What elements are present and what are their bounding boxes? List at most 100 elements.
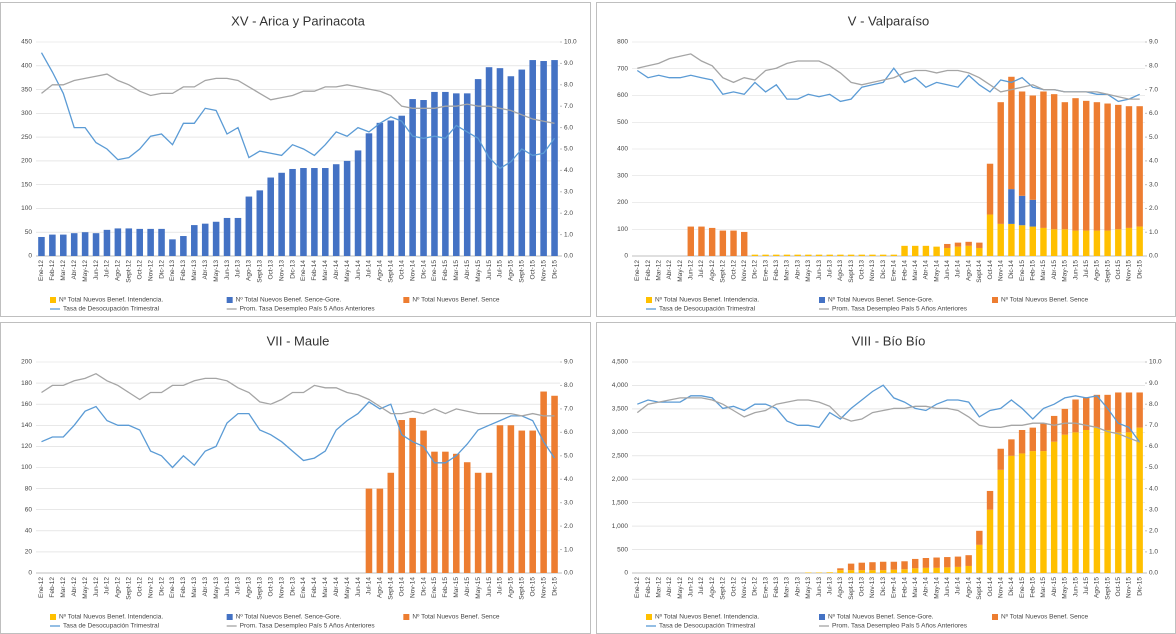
bar [826,254,833,256]
bar [496,425,504,573]
chart: XV - Arica y Parinacota 0 50 100 150 200 250 30… [21,13,577,312]
y2-tick-label: 7.0 [1149,422,1158,429]
y2-tick-label: 3.0 [1149,181,1158,188]
bar [751,254,759,256]
x-tick-label: Jul-12 [104,577,111,595]
y2-tick-label: 0.0 [1149,253,1158,260]
line [637,53,1140,100]
bar [1072,432,1079,573]
x-tick-label: Mar-15 [1040,260,1047,281]
bar [912,558,919,569]
x-tick-label: Jul-12 [698,577,705,595]
x-tick-label: Jun-13 [224,577,231,597]
bar [847,570,855,573]
x-tick-label: Feb-14 [311,577,318,598]
x-tick-label: Jul-14 [955,260,962,278]
bar [474,472,482,573]
bar [463,93,471,256]
y2-tick-label: 2.0 [1149,205,1158,212]
bar [997,102,1004,224]
y2-tick-label: 8.0 [1149,401,1158,408]
x-tick-label: Mar-15 [1040,577,1047,598]
x-tick-label: Jul-12 [104,260,111,278]
y-tick-label: 0 [624,253,628,260]
x-tick-label: Dic-15 [1136,260,1143,279]
line [41,372,555,417]
y2-tick-label: 8.0 [564,82,573,89]
bar [1018,225,1026,256]
bar [944,247,951,256]
x-tick-label: Mar-14 [322,260,329,281]
x-tick-label: Jun-13 [816,260,823,280]
x-tick-label: Ago-14 [965,577,972,598]
y-tick-label: 200 [617,199,628,206]
x-tick-label: Ago-13 [837,260,844,281]
bar [1061,434,1069,573]
x-tick-label: Dic-14 [1008,577,1015,596]
bar [1008,439,1015,456]
x-tick-label: May-14 [933,260,940,282]
x-tick-label: Sept-12 [720,260,727,283]
bar [256,190,264,256]
legend-label: Nº Total Nuevos Benef. Sence [1001,614,1089,621]
x-tick-label: Jun-12 [93,260,100,280]
x-tick-label: Ago-14 [377,260,384,281]
bar [933,557,940,568]
y-tick-label: 140 [21,422,32,429]
x-tick-label: Jul-15 [1083,260,1090,278]
x-tick-label: Nov-13 [278,577,285,598]
bar [997,448,1004,470]
x-tick-label: Mar-14 [912,260,919,281]
legend-label: Nº Total Nuevos Benef. Sence-Gore. [828,297,934,304]
x-tick-label: Nov-15 [1126,260,1133,281]
bar [49,234,56,256]
bar [954,246,962,256]
x-tick-label: Abr-13 [202,577,209,597]
x-tick-label: Ago-15 [1094,260,1101,281]
x-tick-label: Nov-14 [997,577,1004,598]
x-tick-label: Sept-15 [519,577,526,600]
x-tick-label: Ago-14 [377,577,384,598]
x-tick-label: Abr-14 [923,260,930,280]
x-tick-label: Abr-12 [71,260,78,280]
bar [180,236,187,256]
bar [1061,102,1069,230]
legend-swatch [819,297,825,303]
x-tick-label: Oct-12 [136,577,143,597]
y2-tick-label: 4.0 [564,167,573,174]
legend-swatch [819,614,825,620]
x-tick-label: May-12 [82,577,89,599]
bar [687,226,694,256]
x-tick-label: Feb-13 [773,260,780,281]
bar [1040,451,1047,573]
y2-tick-label: 5.0 [1149,134,1158,141]
x-tick-label: Ago-15 [1094,577,1101,598]
bar [540,61,547,257]
x-tick-label: Feb-13 [773,577,780,598]
y2-tick-label: 5.0 [564,452,573,459]
x-tick-label: Ene-13 [169,260,176,281]
y-tick-label: 3,000 [612,429,629,436]
x-tick-label: Feb-15 [442,577,449,598]
bar [103,229,111,256]
x-tick-label: Oct-12 [730,577,737,597]
x-tick-label: Ene-15 [1019,577,1026,598]
legend-label: Nº Total Nuevos Benef. Intendencia. [655,297,759,304]
bar [922,245,930,256]
x-tick-label: Ene-14 [891,260,898,281]
y-tick-label: 4,000 [612,382,629,389]
y2-tick-label: 0.0 [564,253,573,260]
bar [773,254,780,256]
bar [879,561,887,571]
y2-tick-label: 8.0 [1149,62,1158,69]
x-tick-label: Abr-15 [1051,260,1058,280]
y-tick-label: 350 [21,86,32,93]
x-tick-label: Oct-14 [398,577,405,597]
x-tick-label: Abr-14 [333,577,340,597]
x-tick-label: Sept-15 [1104,577,1111,600]
x-tick-label: Ene-12 [38,260,45,281]
bar [901,569,908,573]
bar [997,223,1004,256]
bar [540,391,547,573]
bar [551,395,558,573]
